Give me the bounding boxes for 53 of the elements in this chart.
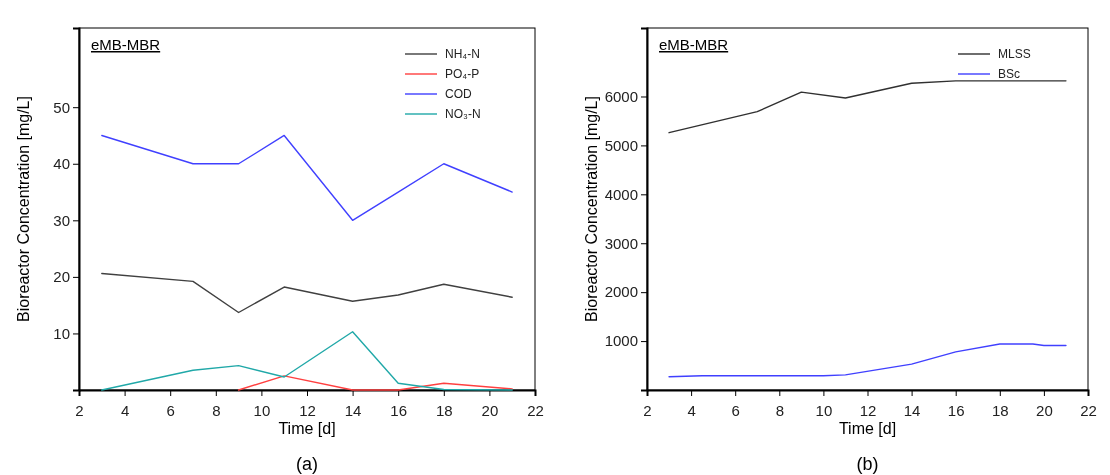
line-series <box>237 375 513 391</box>
y-tick-label: 3000 <box>604 234 638 252</box>
x-tick-label: 8 <box>212 401 221 419</box>
y-tick-label: 30 <box>53 211 70 229</box>
legend-label: COD <box>445 87 472 101</box>
x-tick-label: 14 <box>344 401 362 419</box>
x-tick-label: 6 <box>731 401 740 419</box>
annotation: eMB-MBR <box>91 36 161 53</box>
x-tick-label: 2 <box>643 401 652 419</box>
x-tick-label: 20 <box>1036 401 1053 419</box>
x-axis-title: Time [d] <box>838 420 897 437</box>
x-tick-label: 22 <box>1080 401 1097 419</box>
x-tick-label: 12 <box>859 401 877 419</box>
x-tick-label: 16 <box>390 401 408 419</box>
legend-label: NH₄-N <box>445 47 480 61</box>
x-tick-label: 12 <box>299 401 316 419</box>
legend-label: BSc <box>998 67 1021 81</box>
y-tick-label: 6000 <box>604 87 638 105</box>
line-series <box>101 272 513 314</box>
x-tick-label: 10 <box>815 401 833 419</box>
x-tick-label: 18 <box>991 401 1009 419</box>
legend-label: NO₃-N <box>445 107 481 121</box>
x-tick-label: 20 <box>481 401 499 419</box>
y-tick-label: 1000 <box>604 332 638 350</box>
y-tick-label: 5000 <box>604 136 638 154</box>
line-series <box>668 343 1067 378</box>
line-series <box>101 331 513 391</box>
x-tick-label: 14 <box>903 401 921 419</box>
x-tick-label: 4 <box>120 401 130 419</box>
y-axis-title: Bioreactor Concentration [mg/L] <box>15 96 32 322</box>
annotation: eMB-MBR <box>659 36 729 53</box>
x-axis-title: Time [d] <box>278 420 336 437</box>
x-tick-label: 16 <box>947 401 965 419</box>
y-tick-label: 10 <box>53 324 70 342</box>
y-tick-label: 2000 <box>604 283 638 301</box>
x-tick-label: 4 <box>687 401 696 419</box>
y-tick-label: 4000 <box>604 185 638 203</box>
x-tick-label: 22 <box>527 401 544 419</box>
x-tick-label: 10 <box>253 401 271 419</box>
y-axis-title: Bioreactor Concentration [mg/L] <box>583 96 600 322</box>
y-tick-label: 20 <box>53 268 70 286</box>
text: (b) <box>856 454 879 474</box>
x-tick-label: 2 <box>75 401 84 419</box>
y-tick-label: 40 <box>53 155 70 173</box>
x-tick-label: 8 <box>775 401 784 419</box>
x-tick-label: 18 <box>435 401 453 419</box>
legend-label: PO₄-P <box>445 67 480 81</box>
line-series <box>101 134 513 222</box>
x-tick-label: 6 <box>166 401 175 419</box>
text: (a) <box>296 454 318 474</box>
line-series <box>668 80 1067 134</box>
y-tick-label: 50 <box>53 98 70 116</box>
legend-label: MLSS <box>998 47 1031 61</box>
